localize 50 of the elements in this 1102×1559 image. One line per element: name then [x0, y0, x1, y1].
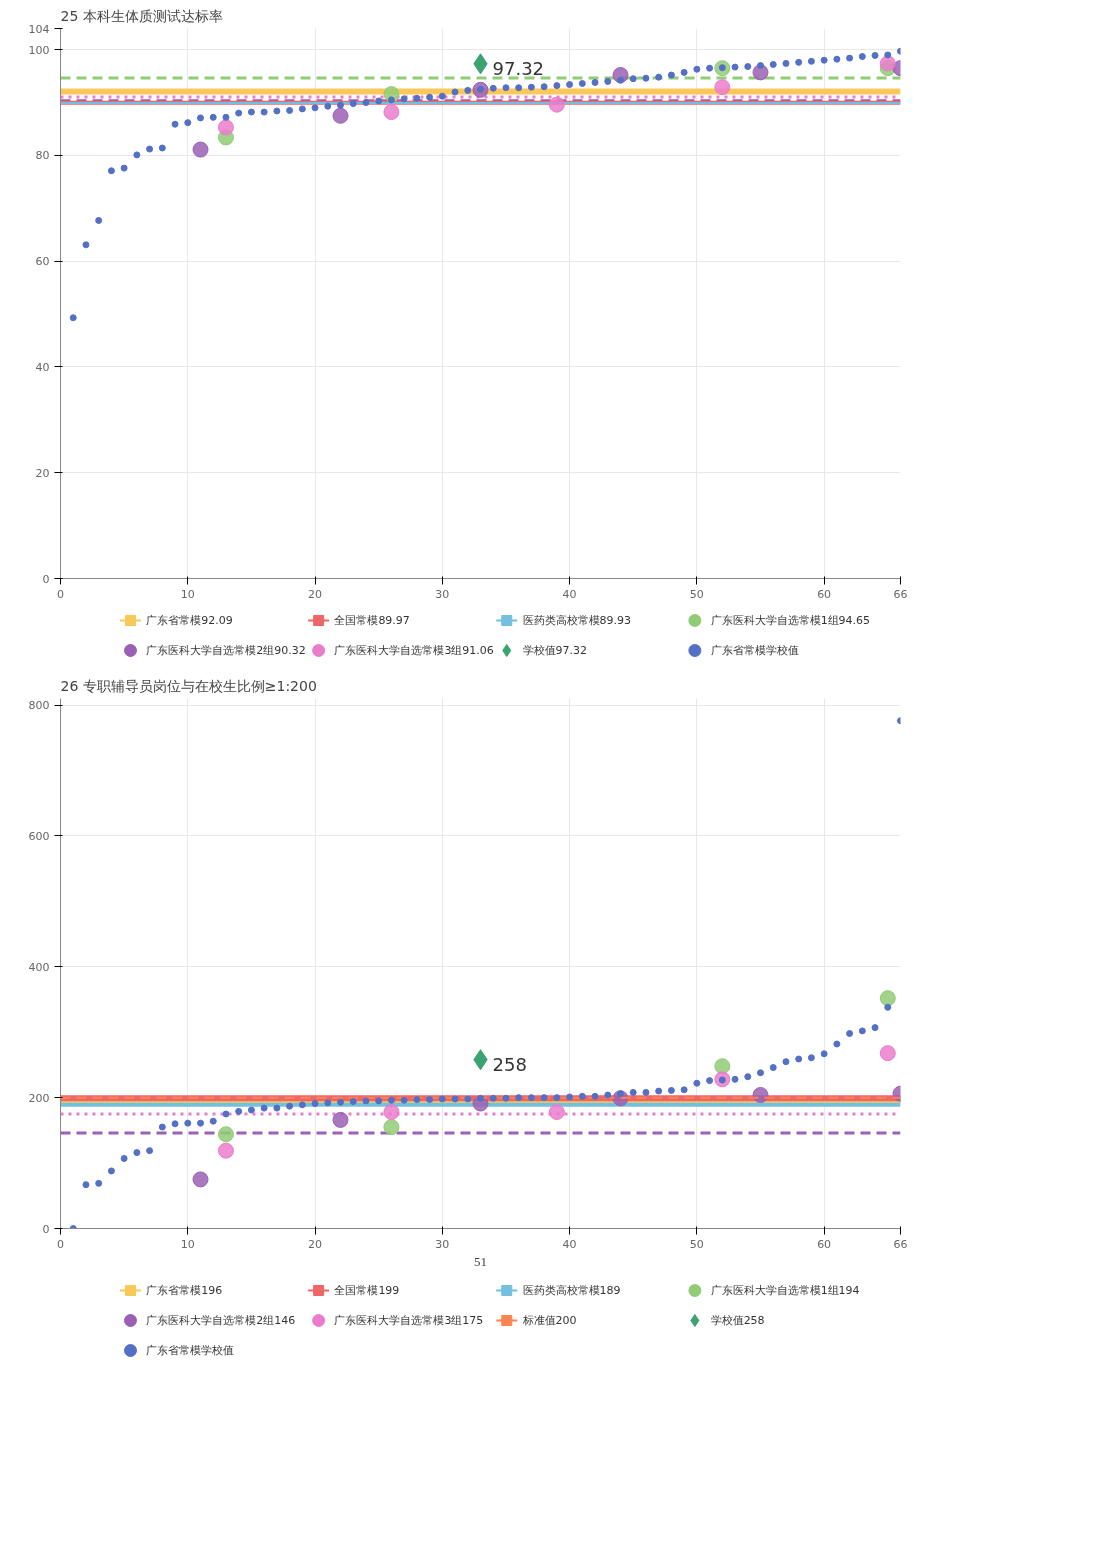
legend-label: 医药类高校常模89.93	[522, 614, 631, 627]
y-tick-label: 80	[35, 149, 50, 163]
legend-label: 全国常模199	[334, 1284, 400, 1297]
y-tick-label: 400	[28, 960, 50, 974]
legend-label: 广东医科大学自选常模1组194	[710, 1284, 860, 1297]
x-tick-label: 0	[57, 587, 64, 601]
x-tick-label: 66	[893, 587, 908, 601]
y-tick-label: 20	[35, 466, 50, 480]
legend-label: 广东省常模92.09	[146, 614, 233, 627]
legend-label: 广东医科大学自选常模3组91.06	[334, 644, 494, 657]
y-tick-label: 0	[42, 1222, 50, 1236]
x-tick-label: 30	[435, 1237, 450, 1251]
x-tick-label: 20	[308, 587, 323, 601]
x-tick-label: 30	[435, 587, 450, 601]
annotation: 258	[492, 1053, 527, 1075]
x-tick-label: 66	[893, 1237, 908, 1251]
legend-label: 标准值200	[521, 1314, 577, 1327]
legend-label: 广东医科大学自选常模1组94.65	[710, 614, 871, 627]
legend-label: 广东省常模学校值	[146, 1344, 235, 1357]
legend-label: 学校值97.32	[522, 644, 587, 657]
y-tick-label: 200	[28, 1091, 50, 1105]
x-tick-label: 10	[180, 1237, 195, 1251]
x-tick-label: 50	[689, 1237, 704, 1251]
y-tick-label: 60	[35, 255, 50, 269]
chart-title: 26 专职辅导员岗位与在校生比例≥1:200	[60, 677, 317, 694]
y-tick-label: 600	[28, 829, 50, 843]
annotation: 97.32	[492, 57, 545, 79]
legend-label: 广东医科大学自选常模2组90.32	[146, 644, 306, 657]
y-tick-label: 800	[28, 699, 50, 713]
legend-label: 广东医科大学自选常模2组146	[146, 1314, 296, 1327]
x-tick-label: 20	[308, 1237, 323, 1251]
legend-label: 广东省常模学校值	[710, 644, 799, 657]
x-tick-label: 40	[562, 587, 577, 601]
x-tick-label: 0	[57, 1237, 64, 1251]
y-tick-label: 40	[35, 360, 50, 374]
y-tick-label: 104	[28, 22, 50, 36]
x-tick-label: 60	[817, 1237, 832, 1251]
y-tick-label: 0	[42, 572, 50, 586]
chart-title: 25 本科生体质测试达标率	[60, 7, 223, 24]
x-tick-label: 60	[817, 587, 832, 601]
legend-label: 广东医科大学自选常模3组175	[334, 1314, 484, 1327]
x-tick-label: 50	[689, 587, 704, 601]
legend-label: 广东省常模196	[146, 1284, 223, 1297]
legend-label: 学校值258	[710, 1314, 765, 1327]
legend-label: 全国常模89.97	[334, 614, 410, 627]
text: 51	[474, 1253, 487, 1269]
y-tick-label: 100	[28, 43, 50, 57]
x-tick-label: 40	[562, 1237, 577, 1251]
legend-label: 医药类高校常模189	[522, 1284, 621, 1297]
x-tick-label: 10	[180, 587, 195, 601]
